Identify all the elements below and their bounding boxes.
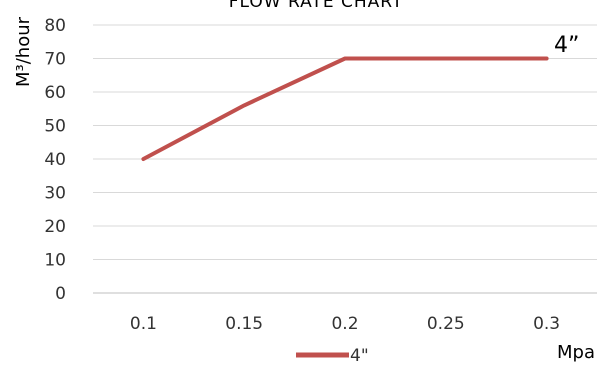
y-tick-label: 0	[55, 284, 66, 304]
grid-lines	[93, 24, 597, 294]
series-line-0	[141, 56, 549, 161]
x-tick-label: 0.1	[130, 314, 157, 334]
x-tick-label: 0.2	[331, 314, 358, 334]
series-annotation: 4”	[554, 33, 579, 58]
legend-label: 4"	[350, 346, 369, 365]
y-tick-label: 40	[44, 150, 66, 170]
y-tick-label: 10	[44, 251, 66, 271]
x-tick-label: 0.15	[225, 314, 263, 334]
y-tick-label: 80	[44, 16, 66, 36]
series-layer	[141, 56, 549, 161]
y-axis-label: M³/hour	[13, 16, 34, 87]
x-tick-label: 0.3	[533, 314, 560, 334]
legend: 4"	[296, 346, 369, 365]
x-tick-label: 0.25	[427, 314, 465, 334]
y-tick-label: 30	[44, 184, 66, 204]
y-tick-label: 60	[44, 83, 66, 103]
y-tick-label: 70	[44, 50, 66, 70]
y-tick-label: 20	[44, 217, 66, 237]
y-tick-label: 50	[44, 117, 66, 137]
y-tick-labels: 0 10 20 30 40 50 60 70 80	[44, 16, 66, 304]
x-tick-labels: 0.1 0.15 0.2 0.25 0.3	[130, 314, 560, 334]
chart-title: FLOW RATE CHART	[229, 0, 403, 12]
x-axis-label: Mpa	[557, 342, 595, 363]
